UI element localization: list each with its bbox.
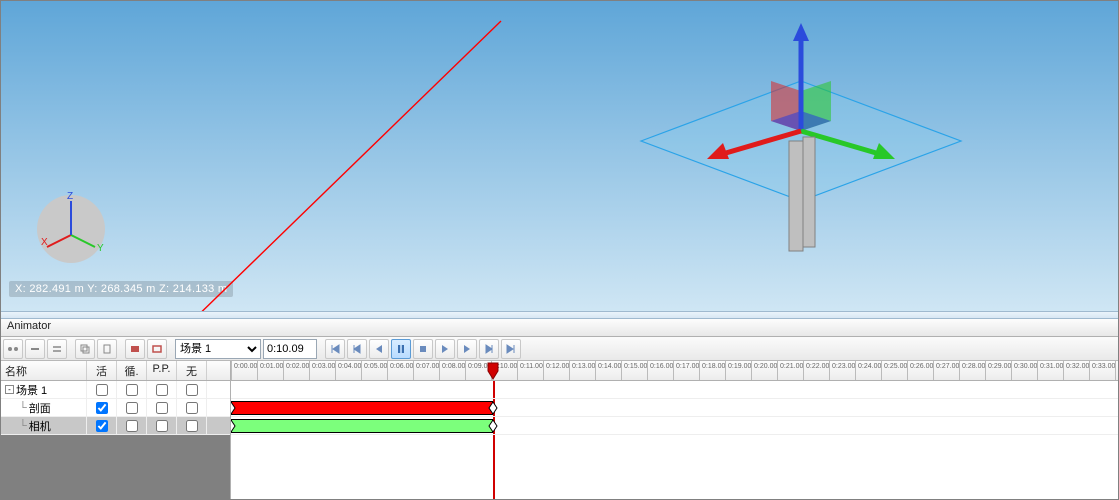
next-frame-icon[interactable] [457,339,477,359]
tree-active-checkbox[interactable] [96,384,108,396]
stop-icon[interactable] [413,339,433,359]
tree-inf-checkbox[interactable] [186,402,198,414]
tree-active-checkbox[interactable] [96,402,108,414]
tool-b2-icon[interactable] [97,339,117,359]
coordinate-readout: X: 282.491 m Y: 268.345 m Z: 214.133 m [9,281,233,297]
tool-c2-icon[interactable] [147,339,167,359]
tree-row[interactable]: -场景 1 [1,381,230,399]
playhead-handle[interactable] [486,361,500,381]
tree-expander-icon[interactable]: - [5,385,14,394]
play-icon[interactable] [435,339,455,359]
timeline-clip[interactable] [231,401,493,415]
svg-text:Y: Y [97,243,104,254]
tree-pp-checkbox[interactable] [156,384,168,396]
tree-active-checkbox[interactable] [96,420,108,432]
tool-c1-icon[interactable] [125,339,145,359]
tree-label: 剖面 [29,400,51,416]
scene-tree: 名称 活动 循. P.P. 无限 -场景 1└剖面└相机 [1,361,231,499]
timeline[interactable]: 0:00.000:01.000:02.000:03.000:04.000:05.… [231,361,1118,499]
col-inf[interactable]: 无限 [177,361,207,380]
tool-a1-icon[interactable] [3,339,23,359]
timeline-row[interactable] [231,399,1118,417]
timeline-row[interactable] [231,381,1118,399]
panel-title: Animator [1,319,1118,337]
keyframe-icon[interactable] [231,419,236,433]
timeline-tracks[interactable] [231,381,1118,499]
tree-label: 场景 1 [16,382,47,398]
col-name[interactable]: 名称 [1,361,87,380]
tool-a2-icon[interactable] [25,339,45,359]
scene-select[interactable]: 场景 1 [175,339,261,359]
prev-key-icon[interactable] [347,339,367,359]
tree-loop-checkbox[interactable] [126,384,138,396]
tree-header: 名称 活动 循. P.P. 无限 [1,361,230,381]
col-pp[interactable]: P.P. [147,361,177,380]
prev-frame-icon[interactable] [369,339,389,359]
animator-toolbar: 场景 1 [1,337,1118,361]
keyframe-icon[interactable] [231,401,236,415]
keyframe-icon[interactable] [488,419,498,433]
timeline-clip[interactable] [231,419,493,433]
col-active[interactable]: 活动 [87,361,117,380]
go-last-icon[interactable] [501,339,521,359]
tree-pp-checkbox[interactable] [156,420,168,432]
svg-text:Z: Z [67,191,73,202]
panel-splitter[interactable] [1,311,1118,319]
tree-row[interactable]: └剖面 [1,399,230,417]
timeline-ruler[interactable]: 0:00.000:01.000:02.000:03.000:04.000:05.… [231,361,1118,381]
timeline-row[interactable] [231,417,1118,435]
tree-inf-checkbox[interactable] [186,420,198,432]
svg-text:X: X [41,237,48,248]
go-first-icon[interactable] [325,339,345,359]
next-key-icon[interactable] [479,339,499,359]
tree-label: 相机 [29,418,51,434]
tree-row[interactable]: └相机 [1,417,230,435]
tree-inf-checkbox[interactable] [186,384,198,396]
scene-gizmo[interactable] [601,21,1001,281]
keyframe-icon[interactable] [488,401,498,415]
tree-loop-checkbox[interactable] [126,420,138,432]
tree-pp-checkbox[interactable] [156,402,168,414]
viewport-3d[interactable]: X Y Z X: 282.491 m Y: 268.345 m Z: 214.1… [1,1,1118,311]
col-loop[interactable]: 循. [117,361,147,380]
orientation-widget[interactable]: X Y Z [33,191,109,267]
pause-icon[interactable] [391,339,411,359]
tool-a3-icon[interactable] [47,339,67,359]
tool-b1-icon[interactable] [75,339,95,359]
tree-loop-checkbox[interactable] [126,402,138,414]
time-input[interactable] [263,339,317,359]
